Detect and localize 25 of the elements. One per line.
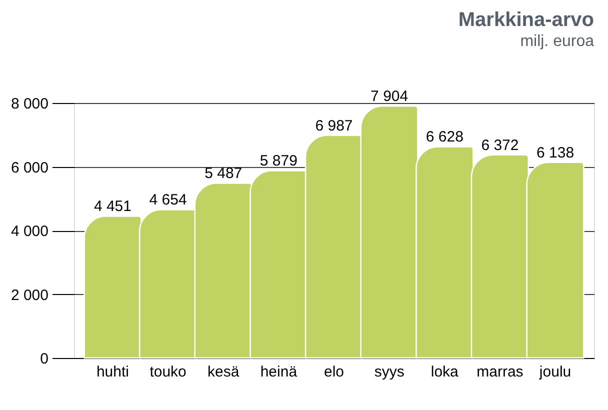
- chart-subtitle: milj. euroa: [520, 33, 594, 50]
- x-tick-label: touko: [150, 364, 186, 380]
- y-tick-label: 0: [40, 350, 48, 368]
- x-tick-label: syys: [374, 364, 404, 380]
- y-tick-label: 2 000: [10, 286, 48, 304]
- data-label: 7 904: [370, 88, 408, 106]
- y-tick-label: 6 000: [10, 159, 48, 176]
- data-label: 6 372: [481, 136, 519, 154]
- data-label: 5 879: [260, 152, 298, 170]
- data-label: 4 654: [149, 192, 187, 209]
- y-tick-label: 4 000: [10, 223, 48, 240]
- y-tick-label: 8 000: [10, 96, 48, 112]
- x-tick-label: marras: [476, 364, 524, 380]
- x-tick-label: kesä: [208, 364, 240, 380]
- x-tick-label: heinä: [260, 364, 298, 380]
- x-tick-label: elo: [324, 364, 344, 380]
- data-label: 4 451: [94, 198, 132, 216]
- data-label: 6 628: [426, 128, 464, 146]
- x-tick-label: joulu: [538, 364, 572, 380]
- chart-title: Markkina-arvo: [458, 9, 594, 32]
- data-label: 6 987: [315, 117, 353, 134]
- x-tick-label: loka: [430, 364, 460, 380]
- data-label: 5 487: [204, 165, 242, 182]
- data-label: 6 138: [536, 144, 574, 162]
- x-tick-label: huhti: [96, 364, 129, 380]
